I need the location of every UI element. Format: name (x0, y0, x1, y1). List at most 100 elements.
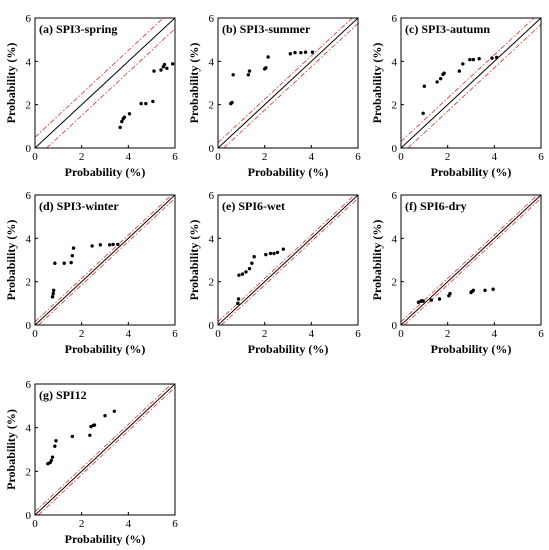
data-point (103, 413, 107, 418)
data-point (264, 66, 268, 70)
panel-2: 0 2 4 6 0 2 4 6 (b) SPI3-summer Probability (%) Pr… (187, 13, 361, 179)
lower-bound-line (38, 386, 175, 515)
y-tick-label: 2 (209, 100, 215, 112)
lower-bound-line (221, 197, 358, 325)
x-axis-label: Probability (%) (65, 342, 146, 356)
data-point (468, 57, 472, 62)
identity-line (35, 195, 175, 325)
x-axis-label: Probability (%) (65, 532, 146, 546)
data-point (288, 52, 293, 56)
data-point (250, 261, 254, 265)
x-tick-label: 4 (126, 151, 132, 163)
identity-line (218, 195, 358, 325)
data-point (310, 50, 315, 54)
upper-bound-line (401, 195, 538, 323)
y-axis-label: Probability (%) (370, 220, 384, 301)
data-point (491, 287, 495, 291)
reference-lines (218, 18, 358, 148)
x-tick-label: 6 (172, 518, 178, 530)
x-tick-label: 4 (309, 328, 315, 340)
x-tick-label: 0 (32, 518, 38, 530)
panel-7: 0 2 4 6 0 2 4 6 (g) SPI12 Probability (%) Probabil… (4, 379, 178, 546)
x-tick-label: 6 (355, 328, 361, 340)
data-point (236, 297, 241, 301)
x-tick-label: 2 (445, 328, 451, 340)
y-tick-label: 0 (209, 320, 215, 332)
data-point (98, 243, 103, 247)
x-tick-label: 6 (538, 151, 544, 163)
identity-line (401, 18, 541, 148)
data-point (240, 272, 245, 276)
data-point (437, 297, 442, 301)
upper-bound-line (218, 18, 353, 143)
x-tick-label: 0 (398, 328, 404, 340)
data-point (429, 298, 434, 302)
data-point (53, 261, 57, 265)
data-point (231, 73, 235, 77)
upper-bound-line (35, 195, 172, 323)
data-point (54, 439, 58, 443)
y-tick-label: 6 (209, 13, 215, 25)
x-axis-label: Probability (%) (248, 165, 329, 179)
plot-frame (400, 17, 542, 149)
y-tick-label: 6 (392, 13, 398, 25)
data-point (442, 71, 446, 75)
data-point (151, 99, 155, 104)
y-tick-label: 4 (209, 233, 215, 245)
y-tick-label: 2 (26, 277, 32, 289)
data-point (438, 76, 443, 81)
data-point (461, 62, 465, 66)
x-axis-label: Probability (%) (431, 165, 512, 179)
x-tick-label: 2 (79, 328, 85, 340)
x-tick-label: 2 (262, 328, 268, 340)
data-point (264, 252, 268, 257)
data-point (477, 57, 481, 61)
plot-frame (217, 194, 359, 326)
plot-frame (34, 383, 176, 516)
y-tick-label: 6 (209, 190, 215, 202)
data-point (165, 66, 169, 70)
data-point (111, 242, 115, 247)
x-tick-label: 6 (355, 151, 361, 163)
panel-6: 0 2 4 6 0 2 4 6 (f) SPI6-dry Probability (%) Proba… (370, 190, 544, 356)
y-tick-label: 0 (26, 143, 32, 155)
identity-line (218, 18, 358, 148)
y-axis-label: Probability (%) (4, 409, 18, 490)
x-tick-label: 2 (262, 151, 268, 163)
data-point (90, 244, 94, 248)
data-point (247, 266, 252, 271)
data-point (51, 291, 55, 296)
data-point (162, 62, 167, 67)
x-tick-label: 0 (32, 151, 38, 163)
y-tick-label: 4 (392, 233, 398, 245)
plot-frame (34, 17, 176, 149)
y-tick-label: 4 (26, 56, 32, 68)
data-point (268, 251, 273, 256)
lower-bound-line (404, 197, 541, 325)
data-point (116, 242, 120, 247)
identity-line (35, 18, 175, 148)
y-axis-label: Probability (%) (187, 43, 201, 124)
data-point (246, 73, 251, 77)
x-axis-label: Probability (%) (431, 342, 512, 356)
x-tick-label: 2 (79, 518, 85, 530)
reference-lines (35, 384, 175, 515)
data-point (69, 260, 73, 265)
x-tick-label: 0 (215, 151, 221, 163)
data-point (272, 251, 276, 256)
y-tick-label: 0 (392, 320, 398, 332)
data-point (230, 100, 234, 105)
data-point (293, 50, 297, 55)
data-point (107, 243, 112, 247)
data-point (422, 84, 427, 88)
data-point (252, 255, 256, 259)
data-point (170, 62, 175, 66)
data-point (127, 112, 132, 116)
data-point (303, 50, 308, 54)
reference-lines (35, 195, 175, 325)
data-point (281, 247, 286, 251)
data-point (421, 299, 425, 303)
x-tick-label: 0 (398, 151, 404, 163)
x-tick-label: 0 (215, 328, 221, 340)
